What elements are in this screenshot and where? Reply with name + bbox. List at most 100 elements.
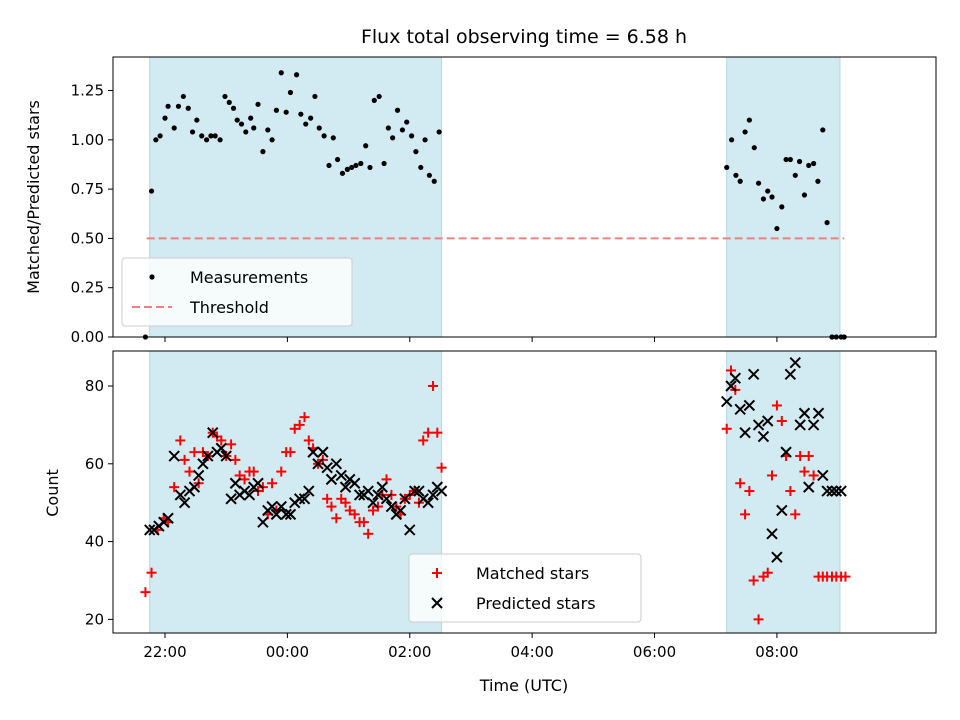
predicted-stars-point-62 (427, 489, 439, 501)
matched-stars-point-29 (276, 466, 287, 477)
predicted-stars-point-43 (339, 481, 352, 493)
measurements-point-82 (796, 158, 803, 165)
measurements-point-24 (248, 115, 254, 121)
measurements-point-32 (283, 109, 289, 115)
matched-stars-point-23 (248, 466, 259, 477)
predicted-stars-point-8 (178, 496, 191, 509)
predicted-stars-point-49 (367, 496, 379, 509)
chart-title: Flux total observing time = 6.58 h (361, 26, 687, 48)
matched-stars-point-2 (146, 567, 157, 578)
measurements-point-86 (815, 178, 821, 184)
top-legend: Measurements Threshold (121, 257, 353, 327)
predicted-stars-point-68 (734, 403, 746, 416)
predicted-stars-point-69 (739, 426, 751, 439)
matched-stars-point-33 (294, 419, 305, 430)
measurements-point-15 (208, 133, 214, 139)
measurements-point-81 (792, 172, 798, 178)
predicted-stars-point-1 (144, 524, 156, 536)
measurements-point-54 (385, 125, 391, 131)
bottom-shaded-region-2 (726, 350, 841, 634)
measurements-point-63 (426, 172, 432, 178)
predicted-stars-point-48 (362, 485, 374, 497)
matched-stars-point-65 (721, 423, 732, 434)
top-legend-box (121, 257, 353, 327)
measurements-point-33 (287, 89, 294, 96)
measurements-point-3 (153, 137, 159, 143)
predicted-stars-point-53 (385, 500, 398, 513)
predicted-stars-point-19 (229, 477, 242, 489)
measurements-point-19 (226, 99, 232, 105)
measurements-point-66 (724, 164, 730, 171)
matched-stars-point-35 (303, 435, 314, 446)
measurements-point-29 (269, 137, 275, 143)
measurements-point-72 (751, 145, 757, 151)
matched-stars-point-72 (753, 614, 764, 625)
measurements-point-2 (148, 188, 155, 194)
top-plot-frame (112, 56, 937, 338)
measurements-point-56 (394, 107, 401, 113)
measurements-point-4 (157, 133, 163, 139)
measurements-point-44 (339, 170, 346, 176)
measurements-point-8 (175, 103, 182, 109)
measurements-point-18 (222, 93, 228, 100)
predicted-stars-point-64 (435, 485, 448, 497)
measurements-point-85 (811, 160, 817, 167)
predicted-stars-point-73 (757, 430, 770, 443)
predicted-stars-point-27 (266, 500, 278, 513)
predicted-stars-point-78 (780, 446, 792, 458)
matched-stars-point-8 (179, 454, 190, 465)
predicted-stars-point-57 (404, 524, 416, 536)
bottom-x-ticks: 22:00 00:00 02:00 04:00 06:00 08:00 (143, 633, 799, 661)
legend-predicted-label: Predicted stars (476, 594, 596, 613)
predicted-stars-point-56 (399, 493, 411, 505)
measurements-point-70 (742, 129, 748, 135)
predicted-stars-point-55 (394, 504, 407, 517)
predicted-stars-point-40 (325, 473, 338, 486)
predicted-stars-point-6 (168, 450, 180, 462)
measurements-point-45 (344, 166, 350, 172)
predicted-stars-point-86 (817, 469, 829, 482)
predicted-stars-point-59 (413, 485, 425, 497)
top-shaded-region-2 (726, 56, 841, 338)
matched-stars-point-61 (423, 427, 434, 438)
predicted-stars-point-34 (298, 493, 311, 505)
measurements-point-10 (185, 105, 191, 111)
matched-stars-point-7 (175, 435, 186, 446)
predicted-stars-point-77 (776, 504, 788, 517)
measurements-point-84 (806, 162, 812, 169)
matched-stars-point-76 (771, 400, 782, 411)
measurements-point-9 (180, 93, 186, 100)
predicted-stars-point-11 (192, 469, 205, 482)
predicted-stars-point-22 (243, 489, 256, 501)
measurements-point-20 (230, 105, 237, 111)
measurements-point-30 (273, 107, 279, 113)
matched-stars-point-84 (808, 470, 819, 481)
predicted-stars-point-36 (307, 446, 319, 458)
measurements-point-62 (422, 137, 428, 143)
bottom-y-tick-label-4: 80 (85, 377, 104, 395)
legend-matched-marker (432, 568, 442, 578)
x-tick-label-3: 02:00 (388, 643, 431, 661)
matched-stars-point-80 (790, 509, 801, 520)
measurements-point-79 (783, 156, 789, 163)
measurements-point-7 (171, 125, 177, 131)
measurements-point-61 (418, 164, 424, 171)
matched-stars-point-62 (428, 381, 439, 392)
matched-stars-point-68 (735, 478, 746, 489)
top-x-ticks (164, 337, 778, 342)
measurements-point-36 (303, 121, 309, 127)
x-tick-label-1: 22:00 (143, 643, 186, 661)
bottom-y-axis-label: Count (43, 469, 62, 517)
predicted-stars-point-18 (225, 493, 237, 505)
measurements-point-59 (409, 133, 415, 139)
legend-threshold-label: Threshold (189, 298, 269, 317)
predicted-stars-point-45 (348, 477, 361, 489)
measurements-point-28 (265, 127, 271, 133)
predicted-stars-point-76 (771, 551, 783, 563)
measurements-point-46 (349, 164, 355, 171)
predicted-stars-point-14 (207, 426, 219, 439)
predicted-stars-point-71 (747, 368, 760, 381)
matched-stars-point-40 (326, 501, 337, 512)
top-y-tick-label-3: 0.50 (71, 229, 104, 247)
predicted-stars-point-5 (162, 512, 174, 524)
